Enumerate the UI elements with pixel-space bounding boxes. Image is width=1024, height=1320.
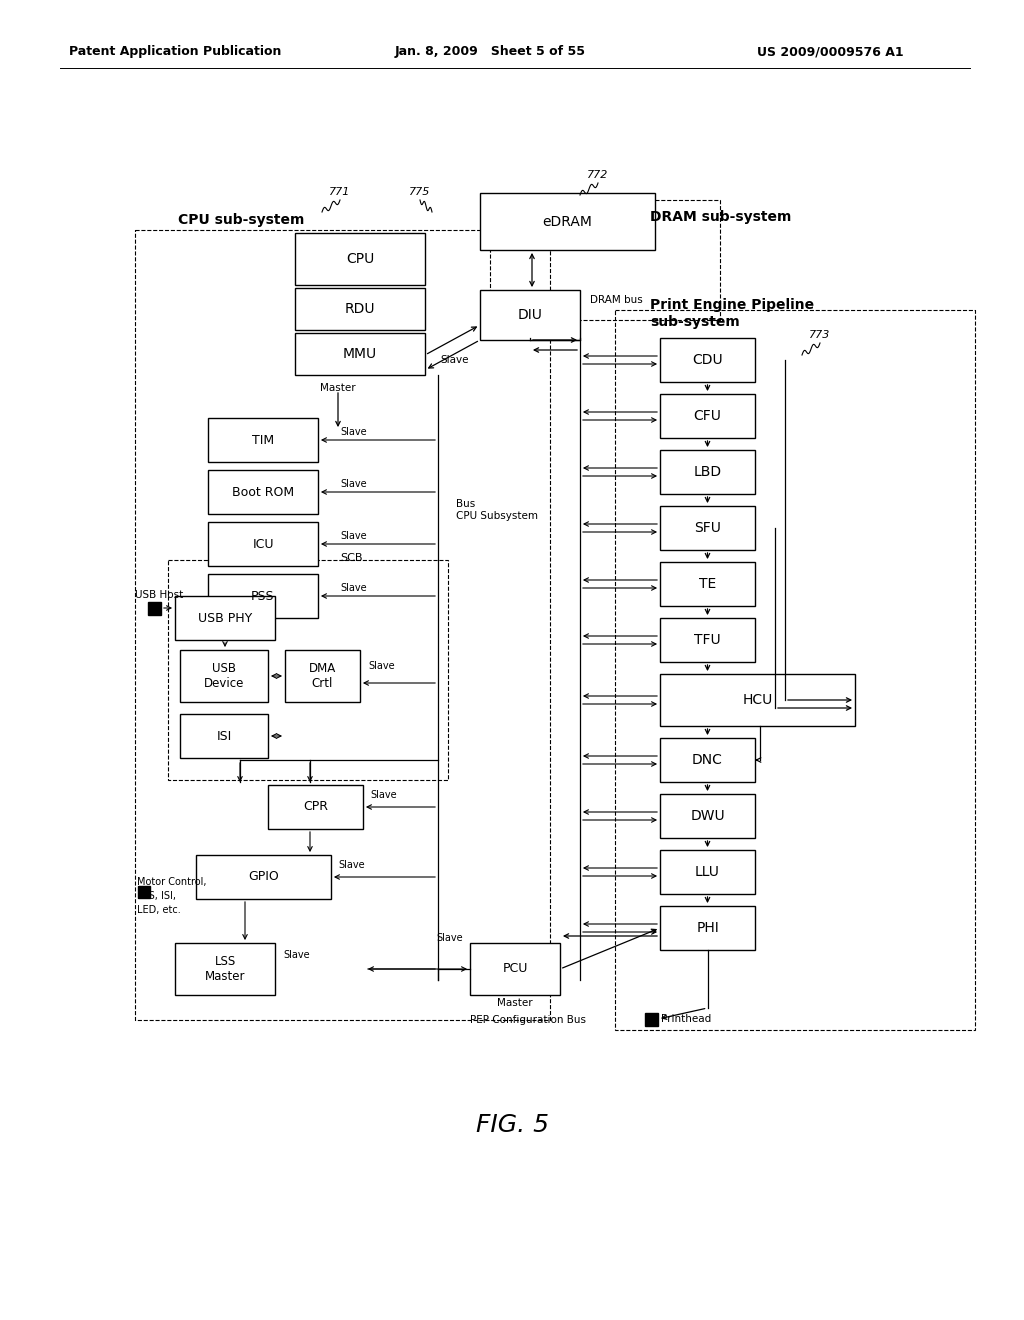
Text: CPU sub-system: CPU sub-system: [178, 213, 304, 227]
Text: LLU: LLU: [695, 865, 720, 879]
Text: LED, etc.: LED, etc.: [137, 906, 181, 915]
Text: Slave: Slave: [340, 583, 367, 593]
Text: Slave: Slave: [338, 861, 365, 870]
Text: DMA
Crtl: DMA Crtl: [309, 663, 336, 690]
Text: Slave: Slave: [370, 789, 396, 800]
Text: CPU: CPU: [346, 252, 374, 267]
Text: 771: 771: [330, 187, 350, 197]
Bar: [196, 855, 331, 899]
Bar: [660, 393, 755, 438]
Text: SFU: SFU: [694, 521, 721, 535]
Text: Slave: Slave: [283, 950, 309, 960]
Bar: [660, 618, 755, 663]
Bar: [660, 338, 755, 381]
Bar: [660, 795, 755, 838]
Text: Master: Master: [498, 998, 532, 1008]
Text: SCB: SCB: [340, 553, 362, 564]
Text: US 2009/0009576 A1: US 2009/0009576 A1: [757, 45, 903, 58]
Text: Print Engine Pipeline: Print Engine Pipeline: [650, 298, 814, 312]
Bar: [660, 675, 855, 726]
Bar: [208, 418, 318, 462]
Text: Slave: Slave: [440, 355, 469, 366]
Bar: [180, 714, 268, 758]
Bar: [480, 290, 580, 341]
Text: sub-system: sub-system: [650, 315, 739, 329]
Bar: [490, 201, 720, 319]
Text: LSS
Master: LSS Master: [205, 954, 246, 983]
Text: TFU: TFU: [694, 634, 721, 647]
Bar: [615, 310, 975, 1030]
Bar: [295, 333, 425, 375]
Text: 773: 773: [809, 330, 830, 341]
Text: Master: Master: [321, 383, 355, 393]
Text: USB
Device: USB Device: [204, 663, 244, 690]
Bar: [135, 230, 550, 1020]
Text: Slave: Slave: [340, 531, 367, 541]
Text: DWU: DWU: [690, 809, 725, 822]
Text: CFU: CFU: [693, 409, 722, 422]
Bar: [208, 574, 318, 618]
Text: DRAM sub-system: DRAM sub-system: [650, 210, 792, 224]
Bar: [168, 560, 449, 780]
Text: Slave: Slave: [368, 661, 394, 671]
Text: CDU: CDU: [692, 352, 723, 367]
Text: PSS: PSS: [251, 590, 274, 602]
Bar: [175, 597, 275, 640]
Bar: [660, 562, 755, 606]
Text: HCU: HCU: [742, 693, 773, 708]
Text: Motor Control,: Motor Control,: [137, 876, 207, 887]
Text: PEP Configuration Bus: PEP Configuration Bus: [470, 1015, 586, 1026]
Text: DIU: DIU: [517, 308, 543, 322]
Text: MMU: MMU: [343, 347, 377, 360]
Text: USB Host: USB Host: [135, 590, 183, 601]
Text: DRAM bus: DRAM bus: [590, 294, 643, 305]
Bar: [175, 942, 275, 995]
Text: CPR: CPR: [303, 800, 328, 813]
Bar: [180, 649, 268, 702]
Bar: [295, 288, 425, 330]
Bar: [208, 470, 318, 513]
Text: RDU: RDU: [345, 302, 375, 315]
Bar: [208, 521, 318, 566]
Text: PCU: PCU: [503, 962, 527, 975]
Text: 775: 775: [410, 187, 431, 197]
Text: LSS, ISI,: LSS, ISI,: [137, 891, 176, 902]
Text: ICU: ICU: [252, 537, 273, 550]
Text: ISI: ISI: [216, 730, 231, 742]
Text: TIM: TIM: [252, 433, 274, 446]
Bar: [660, 738, 755, 781]
Text: Jan. 8, 2009   Sheet 5 of 55: Jan. 8, 2009 Sheet 5 of 55: [394, 45, 586, 58]
Text: GPIO: GPIO: [248, 870, 279, 883]
Text: Printhead: Printhead: [662, 1014, 712, 1024]
Bar: [295, 234, 425, 285]
Text: Slave: Slave: [340, 426, 367, 437]
Text: LBD: LBD: [693, 465, 722, 479]
Bar: [470, 942, 560, 995]
Text: PHI: PHI: [696, 921, 719, 935]
Bar: [268, 785, 362, 829]
Text: Slave: Slave: [436, 933, 463, 942]
Bar: [660, 906, 755, 950]
Text: FIG. 5: FIG. 5: [475, 1113, 549, 1137]
Bar: [480, 193, 655, 249]
Text: TE: TE: [698, 577, 716, 591]
Text: Bus
CPU Subsystem: Bus CPU Subsystem: [456, 499, 538, 521]
Text: eDRAM: eDRAM: [543, 214, 593, 228]
Bar: [285, 649, 360, 702]
Bar: [645, 1012, 658, 1026]
Text: USB PHY: USB PHY: [198, 611, 252, 624]
Text: DNC: DNC: [692, 752, 723, 767]
Text: Slave: Slave: [340, 479, 367, 488]
Text: Boot ROM: Boot ROM: [232, 486, 294, 499]
Bar: [138, 886, 150, 898]
Text: 772: 772: [588, 170, 608, 180]
Bar: [148, 602, 161, 615]
Text: Patent Application Publication: Patent Application Publication: [69, 45, 282, 58]
Bar: [660, 450, 755, 494]
Bar: [660, 506, 755, 550]
Bar: [660, 850, 755, 894]
